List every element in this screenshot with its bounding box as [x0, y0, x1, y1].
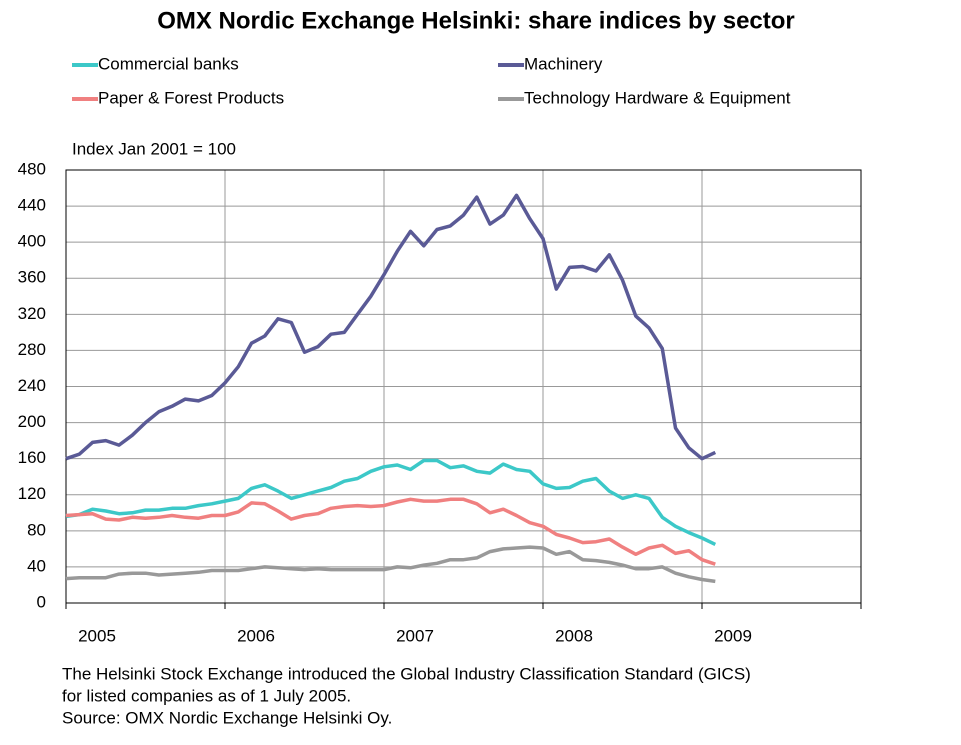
- x-tick-label: 2009: [714, 626, 752, 645]
- footnote: Source: OMX Nordic Exchange Helsinki Oy.: [62, 708, 392, 727]
- y-tick-label: 320: [18, 304, 46, 323]
- legend-label: Commercial banks: [98, 54, 239, 73]
- y-tick-label: 40: [27, 556, 46, 575]
- x-tick-label: 2007: [396, 626, 434, 645]
- y-tick-label: 0: [37, 592, 46, 611]
- y-tick-label: 280: [18, 340, 46, 359]
- y-tick-label: 80: [27, 520, 46, 539]
- series-line: [65, 497, 716, 566]
- series-line: [65, 545, 716, 584]
- y-tick-label: 200: [18, 412, 46, 431]
- series-line: [65, 458, 717, 546]
- chart-title: OMX Nordic Exchange Helsinki: share indi…: [157, 7, 795, 34]
- y-tick-label: 120: [18, 484, 46, 503]
- y-tick-label: 240: [18, 376, 46, 395]
- x-tick-label: 2006: [237, 626, 275, 645]
- y-tick-label: 440: [18, 196, 46, 215]
- y-tick-label: 360: [18, 268, 46, 287]
- footnote: The Helsinki Stock Exchange introduced t…: [62, 664, 751, 683]
- y-tick-label: 480: [18, 159, 46, 178]
- y-tick-label: 160: [18, 448, 46, 467]
- legend-label: Technology Hardware & Equipment: [524, 88, 791, 107]
- x-tick-label: 2008: [555, 626, 593, 645]
- legend-label: Machinery: [524, 54, 603, 73]
- x-tick-label: 2005: [78, 626, 116, 645]
- y-tick-label: 400: [18, 232, 46, 251]
- y-axis-label: Index Jan 2001 = 100: [72, 139, 236, 158]
- legend-label: Paper & Forest Products: [98, 88, 284, 107]
- footnote: for listed companies as of 1 July 2005.: [62, 686, 351, 705]
- plot-frame: [65, 169, 862, 604]
- series-line: [65, 193, 717, 461]
